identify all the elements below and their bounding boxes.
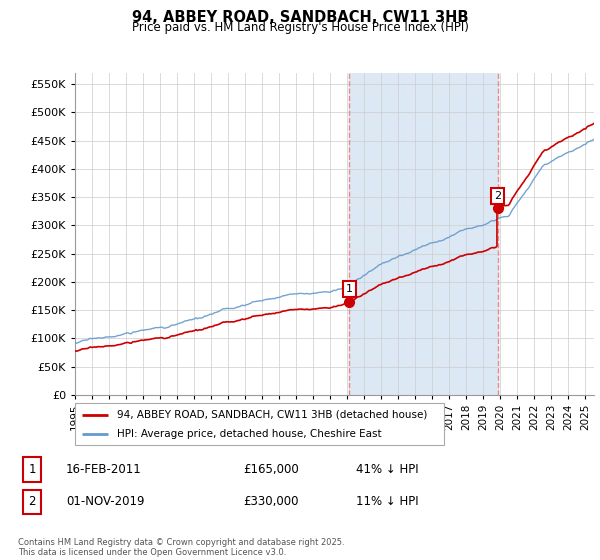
Text: HPI: Average price, detached house, Cheshire East: HPI: Average price, detached house, Ches… [118,429,382,439]
Text: £330,000: £330,000 [244,496,299,508]
Text: 94, ABBEY ROAD, SANDBACH, CW11 3HB (detached house): 94, ABBEY ROAD, SANDBACH, CW11 3HB (deta… [118,409,428,419]
FancyBboxPatch shape [75,403,444,445]
Text: £165,000: £165,000 [244,463,299,476]
Text: 2: 2 [28,496,36,508]
Text: Contains HM Land Registry data © Crown copyright and database right 2025.
This d: Contains HM Land Registry data © Crown c… [18,538,344,557]
Text: 1: 1 [346,284,353,294]
Text: Price paid vs. HM Land Registry's House Price Index (HPI): Price paid vs. HM Land Registry's House … [131,21,469,34]
FancyBboxPatch shape [23,489,41,514]
Text: 41% ↓ HPI: 41% ↓ HPI [356,463,419,476]
Bar [349,73,497,395]
Text: 1: 1 [28,463,36,476]
Text: 2: 2 [494,191,501,201]
Text: 11% ↓ HPI: 11% ↓ HPI [356,496,419,508]
Text: 01-NOV-2019: 01-NOV-2019 [66,496,145,508]
Text: 94, ABBEY ROAD, SANDBACH, CW11 3HB: 94, ABBEY ROAD, SANDBACH, CW11 3HB [132,10,468,25]
FancyBboxPatch shape [23,458,41,482]
Text: 16-FEB-2011: 16-FEB-2011 [66,463,142,476]
